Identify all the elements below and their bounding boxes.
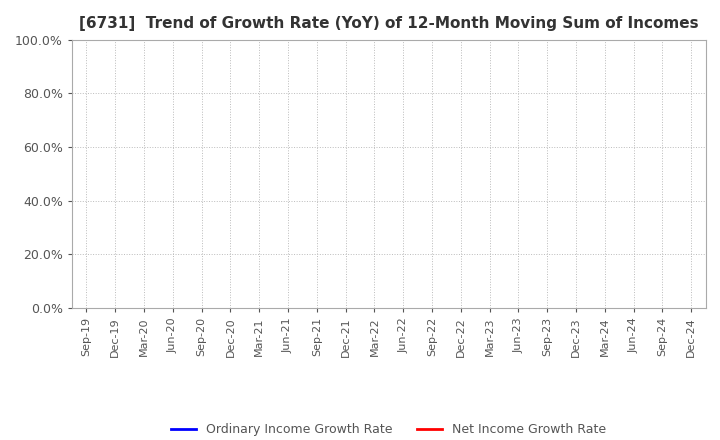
Legend: Ordinary Income Growth Rate, Net Income Growth Rate: Ordinary Income Growth Rate, Net Income … [166,418,611,440]
Title: [6731]  Trend of Growth Rate (YoY) of 12-Month Moving Sum of Incomes: [6731] Trend of Growth Rate (YoY) of 12-… [79,16,698,32]
